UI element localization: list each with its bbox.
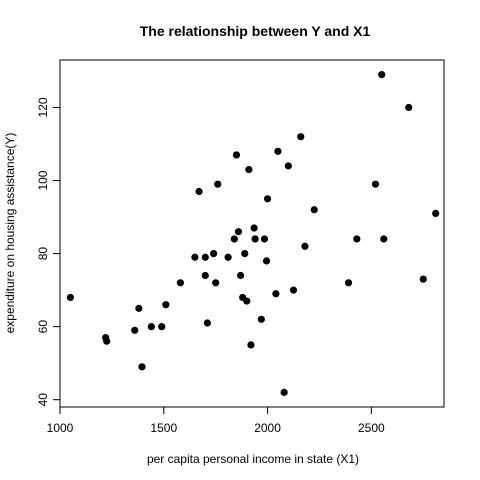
data-point	[280, 388, 288, 396]
data-point	[103, 337, 111, 345]
data-point	[210, 249, 218, 258]
data-point	[263, 195, 272, 203]
data-point	[371, 180, 380, 188]
data-point	[245, 165, 253, 174]
data-point	[405, 103, 413, 112]
data-point	[158, 323, 166, 331]
x-tick-label: 2500	[358, 421, 385, 435]
data-point	[212, 279, 220, 287]
data-point	[344, 279, 353, 287]
data-point	[353, 235, 361, 243]
data-point	[66, 293, 74, 302]
data-point	[234, 228, 243, 236]
data-point	[147, 323, 155, 331]
y-tick-label: 40	[36, 393, 50, 407]
data-point	[191, 253, 199, 261]
chart-title: The relationship between Y and X1	[140, 23, 371, 39]
data-point	[131, 326, 139, 334]
data-point	[284, 162, 292, 170]
y-tick-label: 120	[36, 97, 50, 117]
data-point	[262, 257, 271, 265]
data-point	[162, 301, 170, 309]
data-point	[251, 235, 259, 243]
data-point	[201, 253, 209, 261]
y-tick-label: 60	[36, 320, 50, 334]
data-point	[380, 235, 388, 243]
data-point	[201, 271, 209, 280]
data-point	[247, 341, 255, 349]
data-point	[378, 71, 386, 79]
data-point	[301, 242, 309, 250]
data-point	[272, 290, 280, 298]
y-tick-label: 100	[36, 170, 50, 190]
data-point	[250, 224, 258, 232]
data-point	[214, 180, 222, 188]
data-point	[232, 151, 241, 159]
x-tick-label: 2000	[254, 421, 281, 435]
data-point	[257, 315, 265, 323]
data-point	[289, 286, 298, 294]
data-point	[419, 275, 427, 283]
x-tick-label: 1000	[47, 421, 74, 435]
data-point	[274, 147, 282, 155]
data-point	[241, 249, 249, 258]
x-axis: 1000 1500 2000 2500	[47, 406, 385, 435]
plot-frame	[59, 59, 445, 408]
data-point	[224, 253, 232, 261]
data-point	[432, 209, 440, 218]
data-point	[138, 363, 146, 371]
data-point	[260, 235, 269, 243]
x-tick-label: 1500	[150, 421, 177, 435]
y-axis-label: expenditure on housing assistance(Y)	[3, 133, 17, 334]
y-tick-label: 80	[36, 247, 50, 261]
data-point	[195, 187, 203, 196]
data-point	[203, 319, 211, 327]
data-point	[135, 304, 143, 312]
y-axis: 40 60 80 100 120	[36, 97, 61, 407]
data-point	[297, 133, 305, 141]
data-point	[310, 206, 318, 214]
data-point	[230, 235, 238, 243]
data-point	[243, 297, 251, 305]
data-points	[66, 71, 440, 396]
data-point	[176, 279, 184, 287]
data-point	[236, 271, 245, 280]
x-axis-label: per capita personal income in state (X1)	[147, 452, 359, 466]
